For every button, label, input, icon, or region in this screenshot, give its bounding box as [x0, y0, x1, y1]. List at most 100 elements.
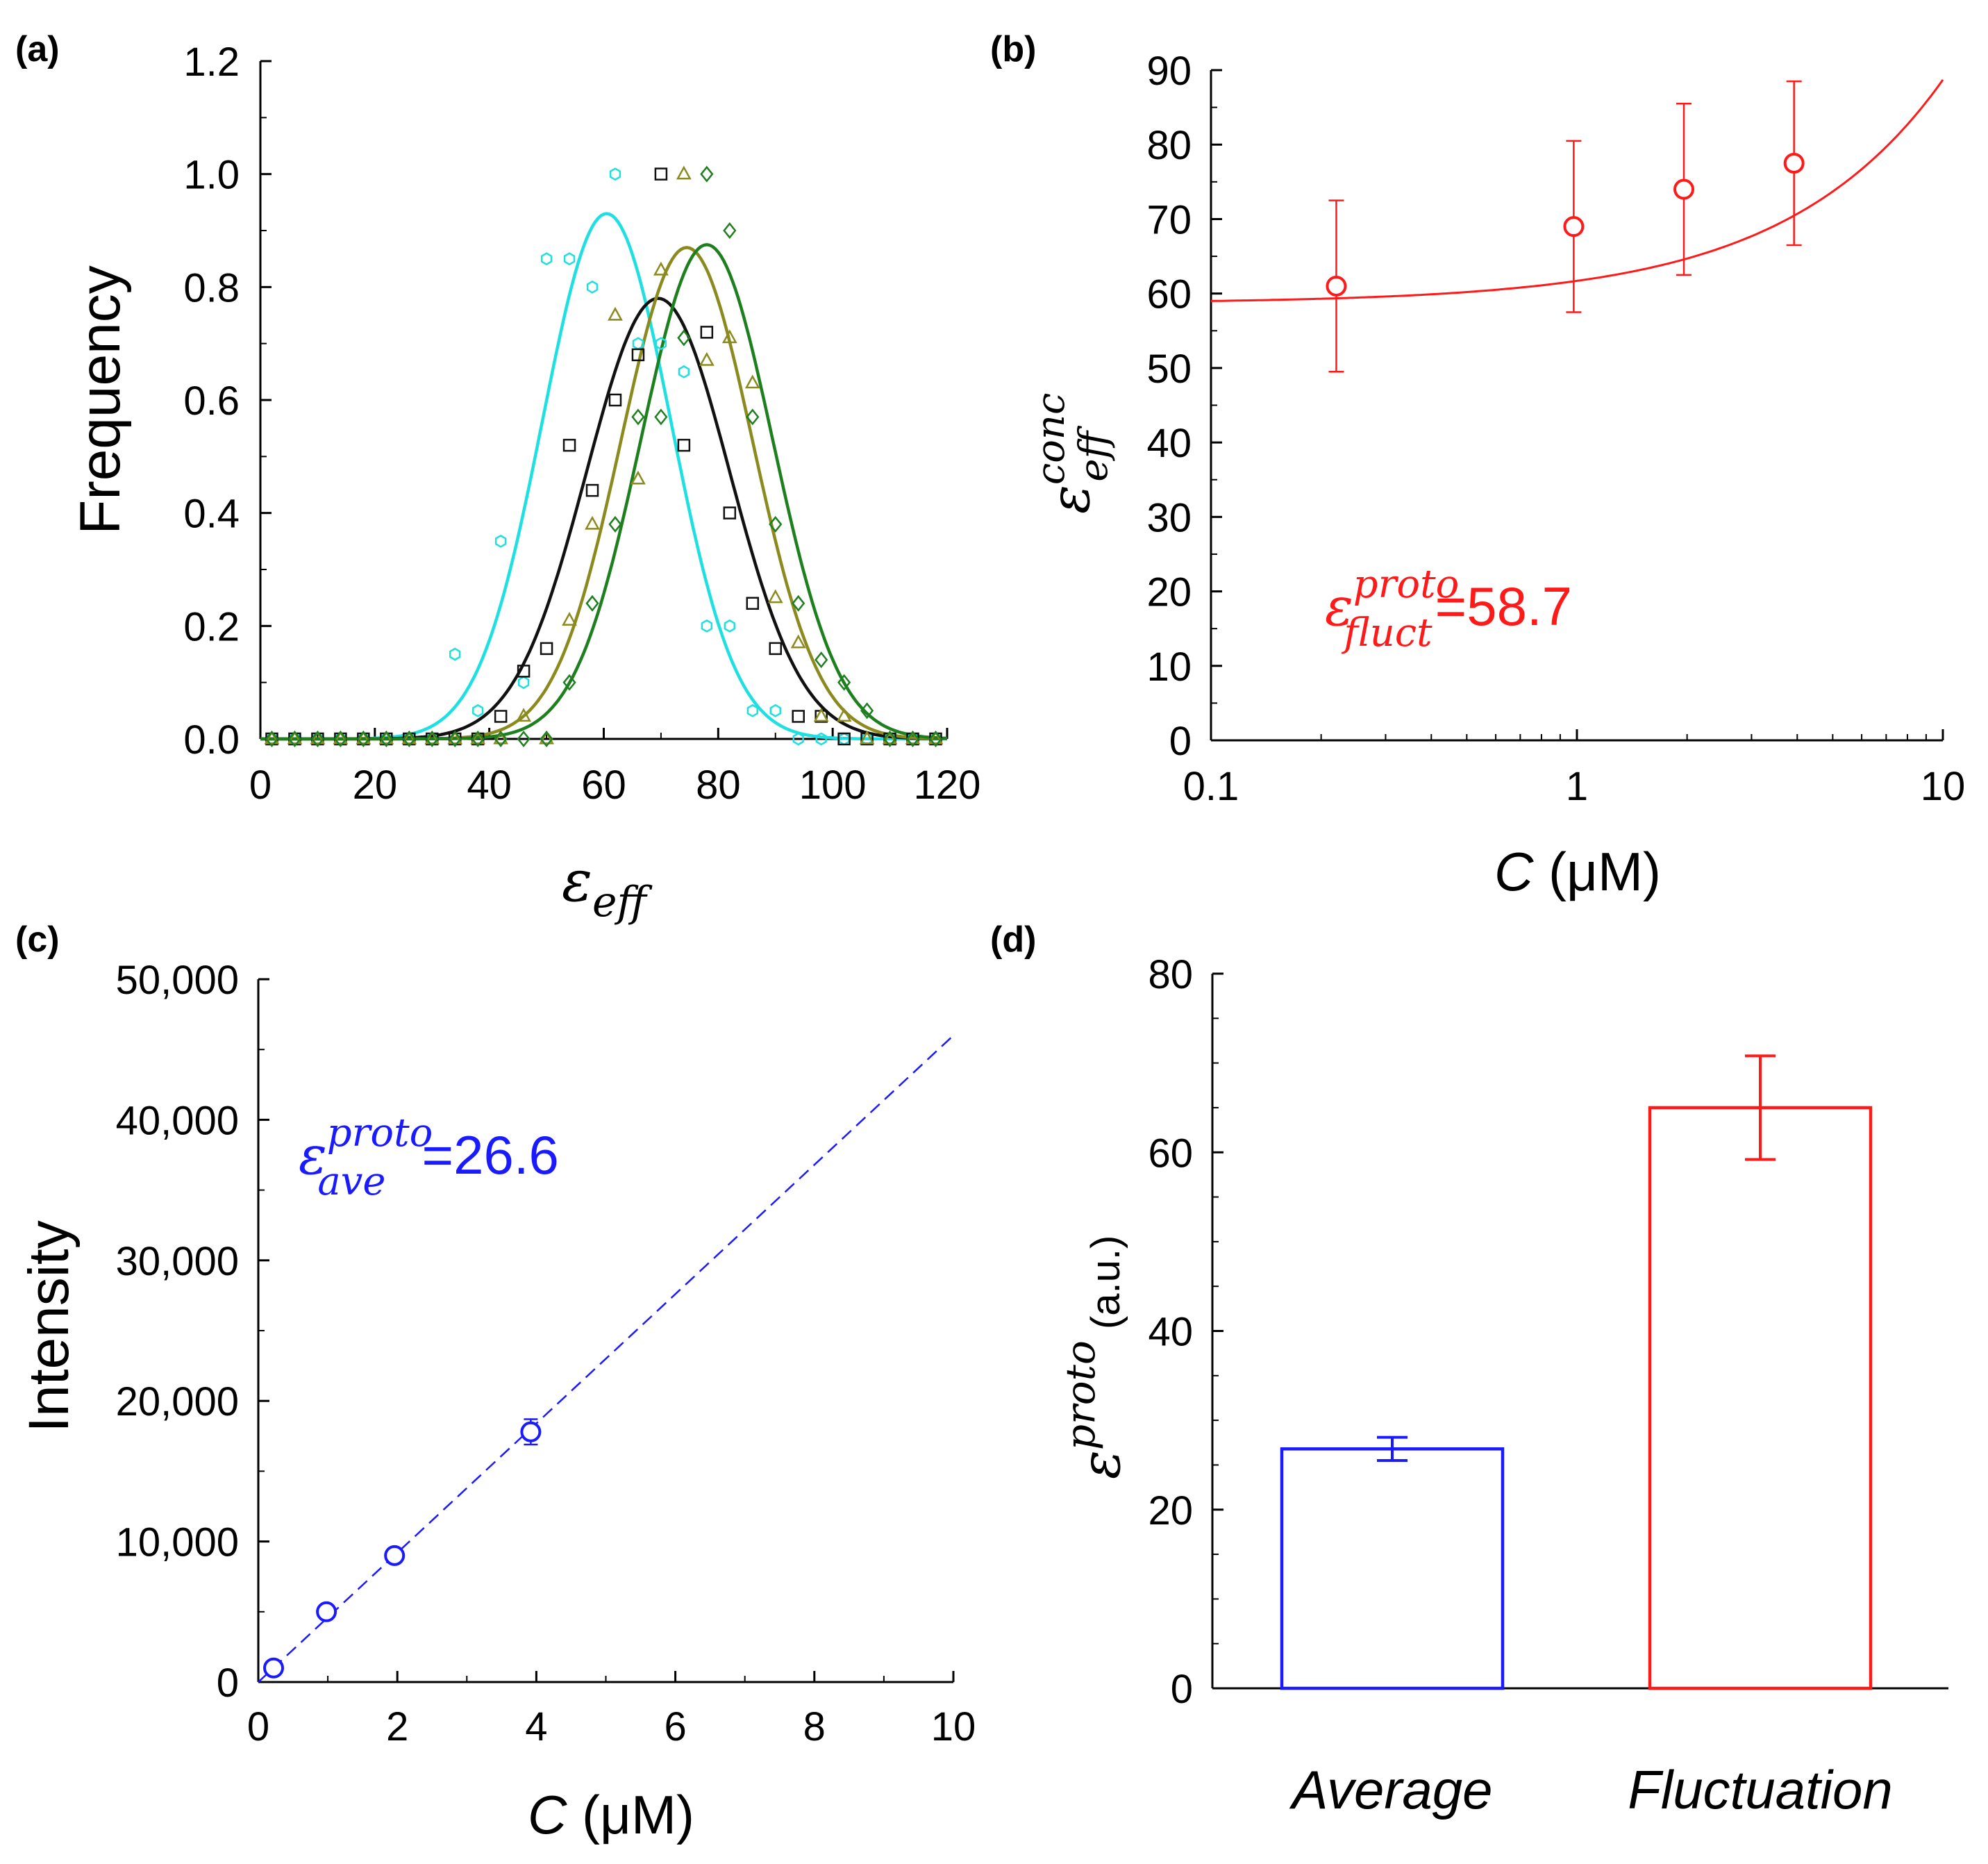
panel-d-y-tick-label: 60: [1148, 1131, 1193, 1176]
panel-a-x-tick-label: 60: [581, 763, 626, 808]
panel-a-point-olive: [744, 374, 760, 389]
panel-a-point-black: [769, 642, 782, 656]
panel-a-point-green: [540, 730, 553, 748]
panel-c-x-tick-label: 2: [386, 1704, 408, 1749]
panel-a-point-green: [631, 408, 645, 426]
panel-a-point-cyan: [449, 647, 461, 661]
panel-a-point-green: [517, 730, 531, 748]
panel-a-point-black: [562, 438, 576, 452]
panel-b-point: [1563, 216, 1585, 238]
panel-c-y-axis-label: Intensity: [17, 1220, 81, 1432]
panel-a-point-cyan: [586, 280, 599, 294]
panel-b-y-axis-label: εconceff: [1028, 393, 1117, 514]
panel-a-point-green: [815, 651, 828, 669]
panel-a-point-green: [677, 329, 691, 347]
panel-a-point-cyan: [746, 704, 758, 717]
panel-b-x-axis-label: C (μM): [1494, 841, 1661, 902]
panel-a-point-cyan: [517, 676, 530, 690]
panel-b-x-tick-label: 0.1: [1183, 764, 1239, 809]
panel-a-point-green: [723, 222, 737, 240]
panel-a-point-green: [746, 408, 760, 426]
panel-d-y-tick-label: 80: [1148, 952, 1193, 997]
panel-c-point: [263, 1657, 285, 1679]
panel-b-annotation-superscript: proto: [1353, 562, 1460, 607]
panel-b-y-tick-label: 80: [1146, 123, 1192, 168]
panel-a-point-black: [608, 393, 622, 407]
panel-b-y-axis-subscript: eff: [1071, 425, 1117, 481]
panel-c-x-tick-label: 0: [247, 1704, 269, 1749]
panel-c-annotation-superscript: proto: [327, 1110, 433, 1156]
panel-a-point-green: [471, 730, 485, 748]
panel-d-y-tick-label: 0: [1171, 1667, 1193, 1712]
panel-d-y-axis-unit: (a.u.): [1083, 1235, 1128, 1341]
panel-a-point-green: [837, 674, 851, 691]
panel-a-point-green: [700, 165, 714, 183]
panel-a-point-green: [905, 730, 920, 748]
panel-a-y-tick-label: 0.4: [183, 492, 240, 537]
panel-a-point-olive: [287, 730, 303, 744]
panel-a-point-black: [723, 506, 737, 519]
panel-b-point: [1673, 178, 1695, 200]
panel-a-x-tick-label: 20: [353, 763, 398, 808]
panel-a-label: (a): [15, 29, 60, 69]
panel-b-point: [1783, 153, 1805, 174]
panel-a-point-green: [928, 730, 943, 748]
panel-c-point: [384, 1545, 406, 1566]
panel-a-point-olive: [882, 730, 898, 744]
panel-a-point-olive: [424, 730, 440, 744]
panel-c-annotation: εproto ave =26.6: [299, 1110, 559, 1204]
panel-a-point-black: [746, 597, 760, 610]
panel-a-point-green: [310, 730, 325, 748]
panel-a-x-axis-symbol: ε: [562, 849, 592, 915]
panel-d-label: (d): [990, 919, 1036, 960]
panel-a-point-olive: [516, 708, 532, 722]
panel-a-point-green: [356, 730, 370, 748]
panel-c-y-tick-label: 0: [217, 1661, 239, 1706]
panel-a-point-green: [379, 730, 393, 748]
panel-a-point-olive: [378, 730, 394, 744]
panel-a-point-olive: [585, 515, 600, 530]
panel-a-point-green: [883, 730, 897, 748]
panel-a-point-cyan: [609, 167, 621, 181]
panel-a-point-olive: [401, 730, 417, 744]
panel-b-y-axis-superscript: conc: [1028, 393, 1074, 485]
panel-d-y-axis-label: εproto (a.u.): [1057, 1235, 1133, 1479]
panel-a-point-cyan: [632, 337, 644, 351]
panel-c-x-tick-label: 8: [803, 1704, 826, 1749]
panel-b-point: [1326, 275, 1347, 297]
panel-c-y-tick-label: 30,000: [116, 1239, 239, 1284]
panel-a-point-black: [517, 665, 531, 678]
panel-a-point-green: [425, 730, 439, 748]
panel-d-y-axis-superscript: proto: [1057, 1340, 1104, 1450]
panel-a-point-black: [837, 732, 851, 746]
panel-a-point-green: [860, 702, 874, 719]
panel-a-y-axis-label: Frequency: [69, 265, 132, 534]
panel-a-point-green: [562, 674, 576, 691]
panel-c-x-axis-label: C (μM): [528, 1784, 694, 1845]
panel-d-bar-fluctuation: [1648, 1106, 1873, 1690]
panel-b-fit-curve: [1210, 79, 1944, 302]
panel-d-y-tick-label: 20: [1148, 1488, 1193, 1533]
panel-a-point-green: [585, 594, 599, 612]
panel-c-x-axis-unit: (μM): [567, 1784, 694, 1845]
panel-a-point-olive: [767, 589, 783, 604]
panel-a-point-green: [769, 515, 783, 533]
panel-d-bar-average: [1280, 1447, 1505, 1690]
panel-a-point-olive: [539, 730, 554, 744]
panel-b-label: (b): [990, 29, 1036, 69]
panel-a-x-tick-label: 40: [467, 763, 512, 808]
panel-c-annotation-subscript: ave: [317, 1159, 385, 1204]
panel-c-annotation-symbol: ε: [299, 1124, 327, 1186]
panel-b-annotation-value: =58.7: [1435, 576, 1572, 637]
panel-a-x-axis-label: εeff: [562, 849, 653, 926]
panel-b-y-tick-label: 30: [1146, 495, 1192, 540]
panel-c-label: (c): [15, 919, 60, 960]
panel-a-point-cyan: [494, 534, 507, 548]
panel-a-point-green: [494, 730, 508, 748]
panel-b-x-axis-variable: C: [1494, 841, 1534, 902]
panel-a-point-green: [608, 515, 622, 533]
panel-a-point-green: [654, 408, 668, 426]
panel-b-x-tick-label: 10: [1921, 764, 1966, 809]
panel-c-x-tick-label: 10: [931, 1704, 976, 1749]
panel-a-point-olive: [333, 730, 349, 744]
